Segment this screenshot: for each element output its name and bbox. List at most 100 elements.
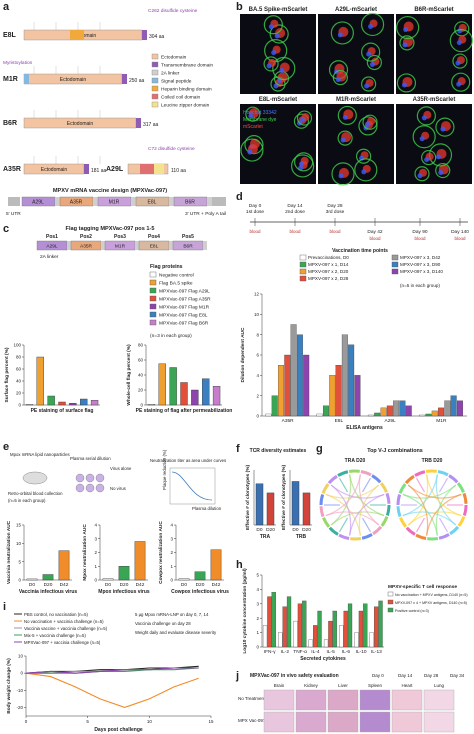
protein-name: A29L <box>106 166 124 173</box>
histology-image <box>423 689 455 711</box>
chord-arc <box>396 494 402 506</box>
y-tick-label: 2 <box>170 550 173 555</box>
panel-title: TCR diversity estimates <box>250 448 307 454</box>
utr-label: 3' UTR + Poly A tail <box>185 211 226 217</box>
segment-label: B6R <box>185 200 195 206</box>
chord-arc <box>322 517 331 528</box>
panel-label: d <box>236 191 243 203</box>
chord <box>338 517 348 533</box>
axis-title: Cowpox infectious virus <box>171 589 229 595</box>
segment-label: A29L <box>32 200 44 206</box>
panel-title: MPXVac-097 in vivo safety evaluation <box>250 673 339 679</box>
dose-label: 1st dose <box>246 209 264 215</box>
legend-label: Positive control (n=3) <box>395 609 429 613</box>
y-tick-label: 80 <box>138 343 144 348</box>
cell <box>337 130 353 146</box>
legend-swatch <box>151 69 159 76</box>
x-tick-label: D42 <box>136 582 145 588</box>
plot-title: TRA D20 <box>345 458 366 464</box>
legend-label: Mix-5 + vaccinia challenge (n=5) <box>24 633 86 638</box>
legend-swatch <box>299 268 307 275</box>
histology-image <box>295 689 327 711</box>
chord-arc <box>462 492 468 504</box>
y-tick-label: 1 <box>256 630 259 635</box>
legend-swatch <box>387 599 394 605</box>
y-tick-label: 2 <box>256 393 259 398</box>
chord <box>407 474 429 526</box>
chord-arc <box>337 470 349 477</box>
segment-label: M1R <box>109 200 120 206</box>
y-tick-label: 60 <box>16 367 22 372</box>
cell <box>332 69 348 86</box>
chord-arc <box>437 470 449 477</box>
chord <box>338 477 348 493</box>
x-tick-label: D0 <box>181 582 187 588</box>
legend-swatch <box>151 85 159 92</box>
protein-length: 250 aa <box>129 78 145 84</box>
x-tick-label: IL-5 <box>326 649 335 655</box>
x-tick-label: TNF-α <box>293 649 307 655</box>
cell <box>360 12 385 37</box>
group-label: MPX Vac-097 <box>238 718 266 723</box>
stain-label: Hoechst 33342 <box>243 110 277 116</box>
legend-label: Leucine zipper domain <box>161 103 210 109</box>
position-label: Pos2 <box>80 234 92 240</box>
y-tick-label: -20 <box>16 705 23 710</box>
bar <box>118 566 130 581</box>
cell <box>396 73 417 93</box>
bar <box>343 610 348 648</box>
x-tick-label: A29L <box>385 418 397 424</box>
bar <box>178 578 190 581</box>
blood-label: blood <box>329 229 341 234</box>
panel-label: b <box>236 1 243 13</box>
well <box>75 473 85 483</box>
schematic-label: Virus alone <box>110 466 132 471</box>
nucleus <box>403 27 409 33</box>
linker <box>203 241 207 250</box>
y-tick-label: 0 <box>18 578 21 583</box>
linker <box>135 241 139 250</box>
histology-image <box>263 711 295 733</box>
chord-arc <box>360 470 372 477</box>
panel-label: h <box>236 559 243 571</box>
bar <box>158 363 166 406</box>
tissue-label: Liver <box>338 683 348 688</box>
segment-label: A35R <box>70 200 83 206</box>
x-tick-label: 5 <box>86 719 89 724</box>
panel-label: g <box>316 443 323 455</box>
legend-title: MPXV-specific T cell response <box>388 584 457 590</box>
linker <box>207 197 212 206</box>
nucleus <box>369 62 375 68</box>
chord-arc <box>404 474 415 485</box>
chord <box>358 474 380 526</box>
histology-image <box>327 689 359 711</box>
x-tick-label: A35R <box>282 418 295 424</box>
legend-label: MPXVac-097 Flag E8L <box>159 313 208 319</box>
utr-label: 5' UTR <box>6 211 21 217</box>
blood-label: blood <box>369 236 381 241</box>
x-tick-label: D42 <box>212 582 221 588</box>
axis-title: Dilution dependent AUC <box>240 327 246 383</box>
bar <box>363 603 368 648</box>
tissue-label: Heart <box>401 683 413 688</box>
chord <box>439 477 449 493</box>
chord <box>426 474 462 517</box>
zipper-domain <box>154 164 164 174</box>
bar <box>348 344 355 417</box>
cell <box>416 106 436 126</box>
chord <box>415 477 425 493</box>
cell <box>269 24 289 44</box>
domain-label: Ectodomain <box>41 167 68 173</box>
chord <box>330 484 352 536</box>
bar <box>380 407 387 417</box>
day-label: Day 42 <box>367 229 383 235</box>
legend-label: Transmembrane domain <box>161 63 213 69</box>
y-tick-label: 0 <box>20 671 23 676</box>
x-tick-label: D0 <box>29 582 35 588</box>
nucleus <box>402 42 408 48</box>
annotation: C72 disulfide cysteine <box>148 146 195 152</box>
legend-label: MPXV-097 x 3, D140 <box>400 269 443 274</box>
chord-arc <box>319 494 325 506</box>
y-tick-label: 5 <box>18 559 21 564</box>
